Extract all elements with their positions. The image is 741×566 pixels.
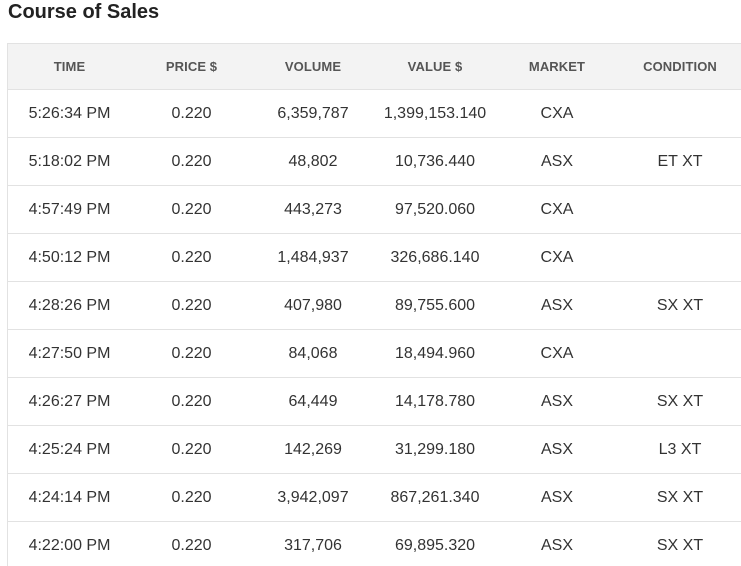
cell-condition: SX XT: [656, 296, 704, 314]
cell-condition: [618, 90, 741, 137]
cell-time: 4:57:49 PM: [28, 200, 111, 218]
cell-market: ASX: [540, 296, 573, 314]
cell-volume: 64,449: [288, 392, 338, 410]
table-row: 4:25:24 PM 0.220 142,269 31,299.180 ASX L3 XT: [8, 426, 741, 474]
cell-condition: [618, 186, 741, 233]
cell-condition: [618, 330, 741, 377]
cell-volume: 407,980: [284, 296, 342, 314]
cell-time: 4:27:50 PM: [28, 344, 111, 362]
cell-volume: 142,269: [284, 440, 342, 458]
table-row: 4:24:14 PM 0.220 3,942,097 867,261.340 ASX SX…: [8, 474, 741, 522]
cell-volume: 6,359,787: [277, 104, 349, 122]
cell-price: 0.220: [171, 440, 212, 458]
cell-value: 18,494.960: [394, 344, 476, 362]
cell-value: 1,399,153.140: [383, 104, 487, 122]
column-header-price: PRICE $: [165, 59, 218, 74]
cell-value: 10,736.440: [394, 152, 476, 170]
cell-volume: 48,802: [288, 152, 338, 170]
cell-market: ASX: [540, 536, 573, 554]
cell-value: 69,895.320: [394, 536, 476, 554]
column-header-value: VALUE $: [407, 59, 463, 74]
cell-time: 4:50:12 PM: [28, 248, 111, 266]
table-body: 5:26:34 PM 0.220 6,359,787 1,399,153.140 CXA…: [8, 90, 741, 566]
cell-market: ASX: [540, 488, 573, 506]
column-header-market: MARKET: [528, 59, 586, 74]
cell-market: CXA: [540, 248, 574, 266]
cell-market: CXA: [540, 200, 574, 218]
cell-price: 0.220: [171, 344, 212, 362]
table-row: 5:18:02 PM 0.220 48,802 10,736.440 ASX ET XT: [8, 138, 741, 186]
cell-time: 5:18:02 PM: [28, 152, 111, 170]
cell-condition: [618, 234, 741, 281]
cell-price: 0.220: [171, 296, 212, 314]
cell-price: 0.220: [171, 104, 212, 122]
cell-volume: 443,273: [284, 200, 342, 218]
cell-time: 5:26:34 PM: [28, 104, 111, 122]
cell-market: CXA: [540, 104, 574, 122]
cell-market: CXA: [540, 344, 574, 362]
cell-volume: 1,484,937: [277, 248, 349, 266]
cell-price: 0.220: [171, 488, 212, 506]
cell-price: 0.220: [171, 248, 212, 266]
table-row: 4:50:12 PM 0.220 1,484,937 326,686.140 CXA: [8, 234, 741, 282]
cell-price: 0.220: [171, 152, 212, 170]
cell-value: 326,686.140: [390, 248, 480, 266]
cell-value: 89,755.600: [394, 296, 476, 314]
cell-market: ASX: [540, 440, 573, 458]
table-row: 4:22:00 PM 0.220 317,706 69,895.320 ASX SX XT: [8, 522, 741, 566]
cell-time: 4:26:27 PM: [28, 392, 111, 410]
cell-time: 4:24:14 PM: [28, 488, 111, 506]
course-of-sales-table: TIME PRICE $ VOLUME VALUE $ MARKET CONDI…: [7, 43, 741, 566]
cell-volume: 317,706: [284, 536, 342, 554]
cell-value: 14,178.780: [394, 392, 476, 410]
cell-condition: ET XT: [657, 152, 703, 170]
cell-market: ASX: [540, 152, 573, 170]
cell-value: 867,261.340: [390, 488, 480, 506]
cell-market: ASX: [540, 392, 573, 410]
cell-price: 0.220: [171, 200, 212, 218]
cell-volume: 3,942,097: [277, 488, 349, 506]
table-row: 4:27:50 PM 0.220 84,068 18,494.960 CXA: [8, 330, 741, 378]
cell-condition: SX XT: [656, 488, 704, 506]
column-header-volume: VOLUME: [284, 59, 342, 74]
table-row: 5:26:34 PM 0.220 6,359,787 1,399,153.140 CXA: [8, 90, 741, 138]
page-title: Course of Sales: [8, 1, 160, 23]
cell-value: 97,520.060: [394, 200, 476, 218]
cell-time: 4:22:00 PM: [28, 536, 111, 554]
cell-price: 0.220: [171, 536, 212, 554]
table-row: 4:28:26 PM 0.220 407,980 89,755.600 ASX SX XT: [8, 282, 741, 330]
table-row: 4:26:27 PM 0.220 64,449 14,178.780 ASX SX XT: [8, 378, 741, 426]
cell-time: 4:25:24 PM: [28, 440, 111, 458]
cell-volume: 84,068: [288, 344, 338, 362]
column-header-time: TIME: [53, 59, 86, 74]
cell-condition: SX XT: [656, 392, 704, 410]
column-header-condition: CONDITION: [643, 59, 717, 74]
table-header-row: TIME PRICE $ VOLUME VALUE $ MARKET CONDI…: [8, 44, 741, 90]
table-row: 4:57:49 PM 0.220 443,273 97,520.060 CXA: [8, 186, 741, 234]
cell-price: 0.220: [171, 392, 212, 410]
cell-condition: L3 XT: [658, 440, 702, 458]
cell-time: 4:28:26 PM: [28, 296, 111, 314]
cell-condition: SX XT: [656, 536, 704, 554]
cell-value: 31,299.180: [394, 440, 476, 458]
